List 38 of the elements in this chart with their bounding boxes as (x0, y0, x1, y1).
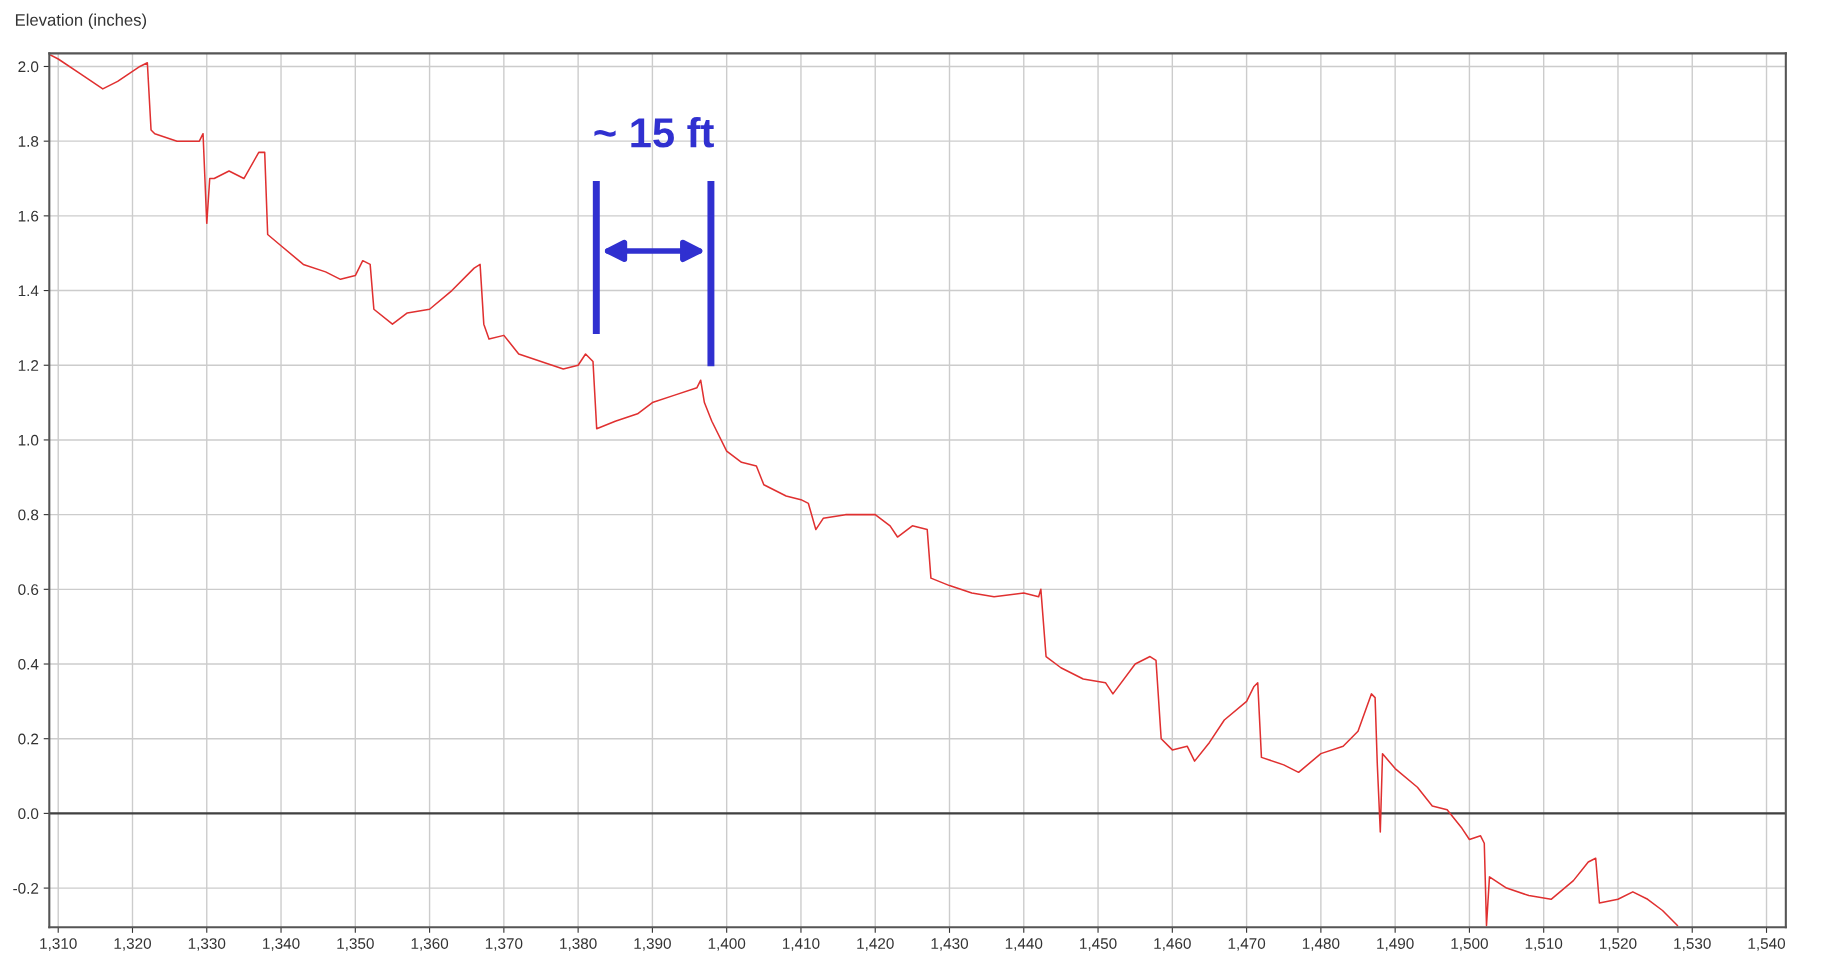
x-tick-label: 1,400 (708, 938, 746, 951)
x-tick-label: 1,390 (634, 938, 671, 951)
y-axis-title: Elevation (inches) (15, 13, 147, 30)
y-tick-label: 1.6 (18, 210, 39, 222)
x-tick-label: 1,470 (1228, 938, 1266, 951)
x-tick-label: 1,520 (1600, 938, 1637, 951)
x-tick-label: 1,310 (40, 938, 77, 951)
y-tick-label: 1.0 (18, 434, 39, 446)
x-tick-label: 1,340 (263, 938, 300, 951)
x-tick-label: 1,510 (1525, 938, 1563, 951)
x-tick-label: 1,380 (560, 938, 597, 951)
x-tick-label: 1,430 (931, 938, 969, 951)
x-tick-label: 1,440 (1005, 938, 1043, 951)
x-tick-label: 1,320 (114, 938, 152, 951)
x-tick-label: 1,480 (1302, 938, 1340, 951)
y-tick-label: 0.6 (18, 584, 39, 596)
y-tick-label: 0.2 (18, 733, 39, 745)
x-tick-label: 1,540 (1748, 938, 1786, 951)
x-tick-label: 1,350 (337, 938, 374, 951)
x-tick-label: 1,420 (857, 938, 894, 951)
x-tick-label: 1,500 (1451, 938, 1488, 951)
y-tick-label: 0.8 (18, 509, 39, 521)
annotation: ~ 15 ft (594, 117, 714, 148)
x-tick-label: 1,360 (411, 938, 449, 951)
x-tick-label: 1,460 (1154, 938, 1191, 951)
x-tick-label: 1,410 (783, 938, 820, 951)
y-tick-label: -0.2 (13, 882, 39, 894)
y-tick-label: 1.2 (18, 360, 39, 371)
y-tick-label: 0.0 (18, 808, 39, 820)
y-tick-label: 0.4 (18, 658, 39, 670)
x-tick-label: 1,330 (188, 938, 226, 951)
y-tick-label: 1.4 (18, 285, 39, 297)
x-tick-label: 1,530 (1674, 938, 1711, 951)
x-tick-label: 1,450 (1080, 938, 1117, 951)
y-tick-label: 2.0 (18, 61, 39, 73)
y-tick-label: 1.8 (18, 136, 39, 147)
x-tick-label: 1,490 (1377, 938, 1414, 951)
x-tick-label: 1,370 (485, 938, 523, 951)
